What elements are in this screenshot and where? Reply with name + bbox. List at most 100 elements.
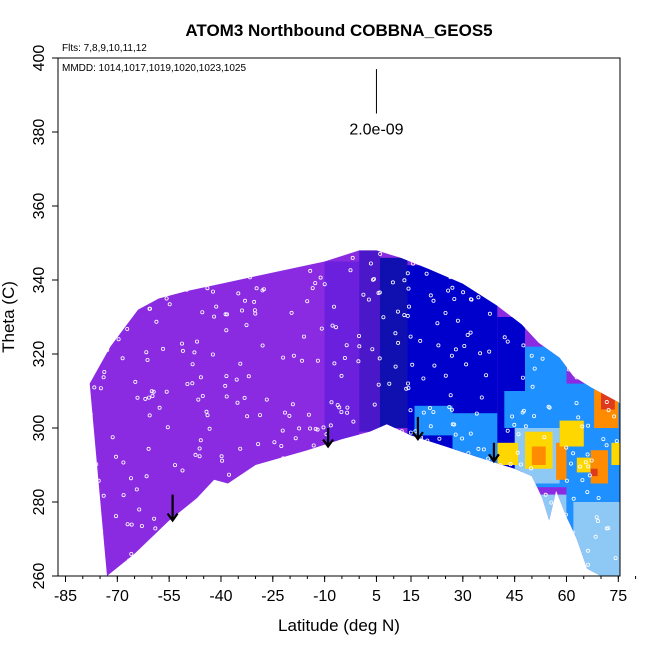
sample-point (377, 290, 382, 295)
sample-point (464, 264, 469, 269)
sample-point (453, 347, 458, 352)
sample-point (197, 454, 202, 459)
sample-point (242, 481, 247, 486)
sample-point (347, 482, 352, 487)
region-10 (538, 494, 567, 576)
sample-point (351, 419, 356, 424)
sample-point (465, 255, 470, 260)
sample-point (313, 426, 318, 431)
sample-point (180, 468, 185, 473)
sample-point (120, 356, 125, 361)
sample-point (580, 292, 585, 297)
sample-point (401, 250, 406, 254)
sample-point (146, 395, 151, 400)
sample-point (177, 515, 182, 520)
sample-point (398, 453, 403, 458)
sample-point (571, 496, 576, 501)
sample-point (308, 268, 313, 273)
sample-point (574, 401, 579, 406)
sample-point (281, 355, 286, 360)
sample-point (499, 470, 504, 475)
sample-point (580, 424, 585, 429)
sample-point (405, 313, 410, 318)
sample-point (578, 323, 583, 328)
sample-point (335, 403, 340, 408)
sample-point (279, 443, 284, 448)
sample-point (520, 375, 525, 380)
sample-point (94, 545, 99, 550)
sample-point (468, 330, 473, 335)
sample-point (476, 446, 481, 451)
sample-point (499, 493, 504, 498)
sample-point (220, 458, 225, 463)
sample-point (348, 268, 353, 273)
y-tick-label: 320 (31, 341, 48, 368)
sample-point (411, 506, 416, 511)
sample-point (224, 394, 229, 399)
sample-point (194, 339, 199, 344)
y-axis-label: Theta (C) (0, 281, 18, 353)
sample-point (493, 469, 498, 474)
sample-point (314, 484, 319, 489)
sample-point (146, 446, 151, 451)
sample-point (352, 553, 357, 558)
sample-point (323, 447, 328, 452)
sample-point (119, 280, 124, 285)
sample-point (586, 562, 591, 567)
sample-point (238, 361, 243, 366)
sample-point (502, 556, 507, 561)
sample-point (444, 267, 449, 272)
sample-point (447, 405, 452, 410)
sample-point (95, 532, 100, 537)
sample-point (312, 495, 317, 500)
sample-point (565, 325, 570, 330)
sample-point (432, 363, 437, 368)
sample-point (405, 536, 410, 541)
sample-point (447, 485, 452, 490)
sample-point (226, 472, 231, 477)
sample-point (584, 311, 589, 316)
sample-point (306, 412, 311, 417)
sample-point (578, 268, 583, 273)
arrow-head-2 (412, 431, 424, 441)
sample-point (172, 463, 177, 468)
sample-point (406, 304, 411, 309)
sample-point (90, 443, 95, 448)
sample-point (443, 310, 448, 315)
sample-point (564, 478, 569, 483)
sample-point (585, 490, 590, 495)
sample-point (510, 414, 515, 419)
sample-point (448, 523, 453, 528)
sample-point (200, 251, 205, 256)
sample-point (446, 549, 451, 554)
sample-point (319, 326, 324, 331)
sample-point (210, 352, 215, 357)
sample-point (157, 405, 162, 410)
sample-point (313, 281, 318, 286)
sample-point (150, 393, 155, 398)
sample-point (289, 310, 294, 315)
sample-point (376, 382, 381, 387)
arrow-head-1 (322, 438, 334, 449)
sample-point (410, 482, 415, 487)
sample-point (263, 250, 268, 253)
sample-point (470, 261, 475, 266)
sample-point (337, 447, 342, 452)
sample-point (480, 256, 485, 261)
sample-point (339, 373, 344, 378)
sample-point (393, 364, 398, 369)
sample-point (356, 333, 361, 338)
sample-point (614, 439, 619, 444)
sample-point (586, 423, 591, 428)
sample-point (394, 529, 399, 534)
sample-point (469, 297, 474, 302)
sample-point (578, 464, 583, 469)
y-tick-label: 280 (31, 489, 48, 516)
sample-point (481, 447, 486, 452)
region-2 (379, 257, 408, 428)
sample-point (421, 376, 426, 381)
sample-point (224, 374, 229, 379)
sample-point (361, 292, 366, 297)
sample-point (223, 523, 228, 528)
sample-point (401, 445, 406, 450)
